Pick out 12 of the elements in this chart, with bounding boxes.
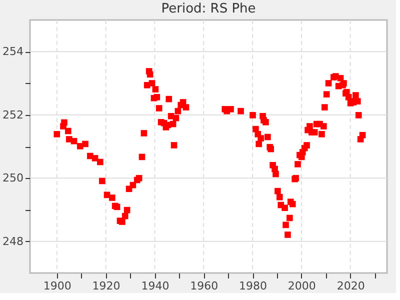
y-tick-label: 250 xyxy=(2,172,24,185)
x-tick-label: 2020 xyxy=(336,280,365,292)
y-tick-label: 254 xyxy=(2,45,24,58)
x-tick-label: 2000 xyxy=(288,280,316,292)
chart-title: Period: RS Phe xyxy=(161,2,256,16)
y-tick-label: 252 xyxy=(2,108,24,122)
x-tick-label: 1940 xyxy=(141,280,170,292)
x-tick-label: 1960 xyxy=(190,280,218,292)
x-tick-label: 1980 xyxy=(239,280,268,292)
x-tick-label: 1920 xyxy=(92,280,120,292)
x-tick-label: 1900 xyxy=(43,280,72,292)
y-tick-label: 248 xyxy=(2,234,24,248)
